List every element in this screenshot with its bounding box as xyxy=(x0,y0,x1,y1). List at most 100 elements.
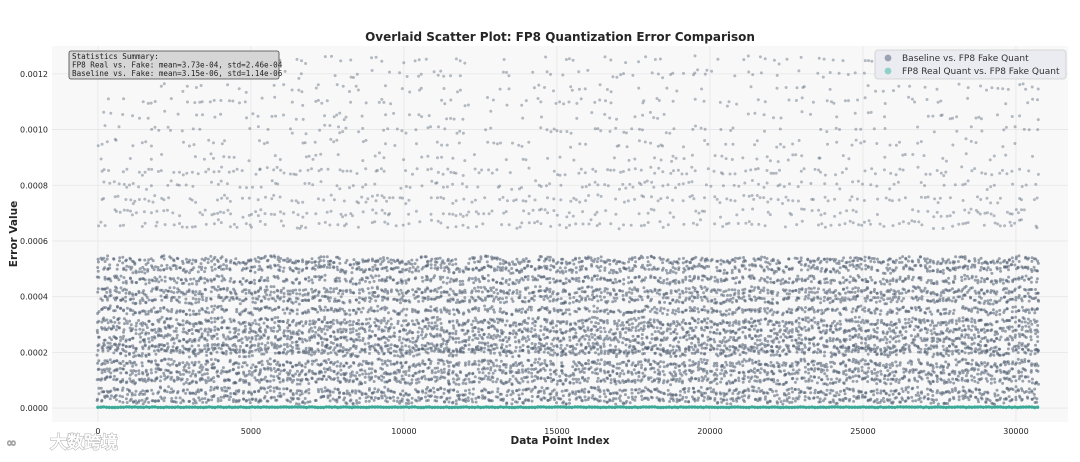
point-baseline xyxy=(514,345,518,349)
point-baseline xyxy=(322,308,326,312)
point-baseline xyxy=(139,277,143,281)
point-baseline xyxy=(454,214,458,218)
point-baseline xyxy=(96,287,100,291)
point-baseline xyxy=(521,401,525,405)
point-baseline xyxy=(129,198,133,202)
point-baseline xyxy=(325,338,329,342)
point-baseline xyxy=(357,262,360,266)
point-baseline xyxy=(371,276,375,280)
point-baseline xyxy=(373,396,377,400)
point-baseline xyxy=(407,277,411,281)
point-baseline xyxy=(266,366,270,370)
point-baseline xyxy=(154,352,158,356)
point-baseline xyxy=(470,277,474,281)
point-baseline xyxy=(539,100,543,104)
point-baseline xyxy=(197,396,201,400)
point-baseline xyxy=(524,275,527,279)
point-baseline xyxy=(466,318,470,322)
point-baseline xyxy=(520,186,523,189)
point-baseline xyxy=(462,311,466,315)
point-baseline xyxy=(300,401,304,405)
point-baseline xyxy=(322,374,326,378)
point-baseline xyxy=(351,184,355,188)
point-baseline xyxy=(415,167,419,171)
point-baseline xyxy=(501,277,505,281)
point-baseline xyxy=(215,370,219,374)
point-baseline xyxy=(146,312,150,316)
point-baseline xyxy=(473,198,477,202)
point-baseline xyxy=(442,362,446,366)
point-baseline xyxy=(405,75,409,78)
point-baseline xyxy=(507,380,511,384)
point-baseline xyxy=(134,373,138,377)
point-baseline xyxy=(237,332,240,336)
point-baseline xyxy=(210,343,214,347)
point-baseline xyxy=(371,208,375,212)
point-baseline xyxy=(273,351,277,355)
point-baseline xyxy=(423,325,427,329)
point-baseline xyxy=(367,291,371,295)
point-baseline xyxy=(285,337,289,341)
point-baseline xyxy=(364,372,368,376)
point-baseline xyxy=(295,340,299,344)
point-baseline xyxy=(542,391,546,395)
point-baseline xyxy=(458,283,462,287)
point-baseline xyxy=(438,256,442,260)
point-baseline xyxy=(193,155,197,159)
point-baseline xyxy=(529,305,533,309)
point-baseline xyxy=(96,320,99,324)
point-baseline xyxy=(122,208,126,212)
point-baseline xyxy=(420,291,424,294)
point-baseline xyxy=(201,298,205,302)
point-baseline xyxy=(206,257,210,261)
point-baseline xyxy=(308,319,312,323)
point-baseline xyxy=(383,296,387,300)
point-baseline xyxy=(103,260,107,263)
point-baseline xyxy=(368,347,372,351)
point-baseline xyxy=(411,172,414,176)
point-baseline xyxy=(492,291,496,294)
point-baseline xyxy=(533,268,537,272)
point-baseline xyxy=(347,391,351,395)
point-baseline xyxy=(181,389,185,393)
point-baseline xyxy=(216,182,220,186)
point-baseline xyxy=(204,362,208,366)
point-baseline xyxy=(262,334,266,338)
point-baseline xyxy=(539,222,543,226)
point-baseline xyxy=(128,377,132,381)
point-baseline xyxy=(335,184,339,188)
point-baseline xyxy=(532,378,536,382)
point-baseline xyxy=(129,209,132,213)
point-baseline xyxy=(451,182,455,186)
point-baseline xyxy=(273,263,277,267)
point-baseline xyxy=(316,310,320,314)
point-baseline xyxy=(313,140,317,144)
point-baseline xyxy=(538,338,542,342)
point-baseline xyxy=(238,185,242,189)
point-baseline xyxy=(310,167,313,171)
point-baseline xyxy=(112,309,116,313)
point-baseline xyxy=(501,381,505,385)
point-baseline xyxy=(328,389,332,393)
point-baseline xyxy=(282,224,285,228)
point-baseline xyxy=(128,338,132,342)
point-baseline xyxy=(188,197,192,201)
point-baseline xyxy=(282,299,286,303)
point-baseline xyxy=(112,326,116,330)
point-baseline xyxy=(401,337,405,341)
point-baseline xyxy=(474,362,477,366)
point-baseline xyxy=(124,268,128,272)
point-baseline xyxy=(347,348,351,352)
point-baseline xyxy=(289,388,293,392)
point-baseline xyxy=(354,282,358,286)
point-baseline xyxy=(501,70,505,74)
point-baseline xyxy=(297,267,301,271)
point-baseline xyxy=(97,275,101,279)
point-baseline xyxy=(176,257,180,261)
point-baseline xyxy=(140,324,144,327)
point-baseline xyxy=(124,344,128,348)
point-baseline xyxy=(363,369,367,373)
point-baseline xyxy=(548,299,552,303)
point-baseline xyxy=(147,340,151,344)
point-baseline xyxy=(205,372,209,376)
